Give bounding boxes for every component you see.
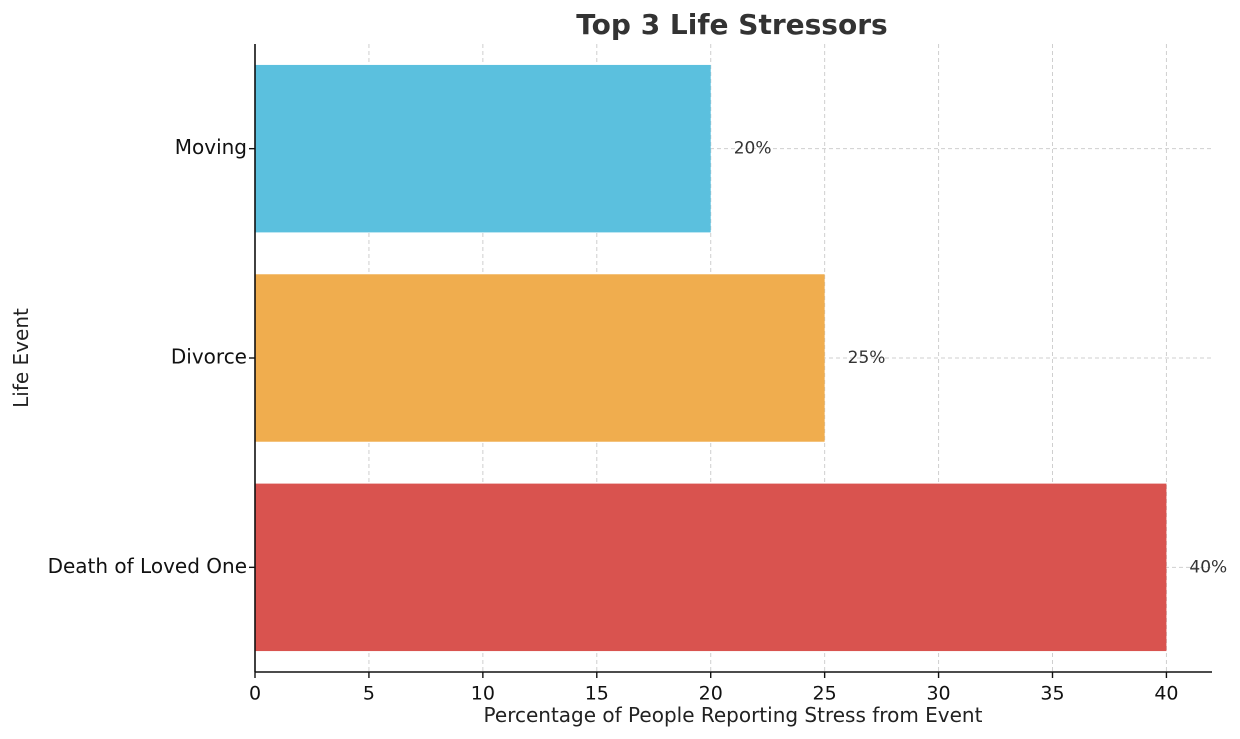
x-tick-label: 20 [699,683,723,705]
data-label: 40% [1189,557,1227,577]
y-tick-label: Divorce [171,345,247,369]
x-tick-label: 40 [1154,683,1178,705]
bar-death-of-loved-one [255,483,1167,652]
x-tick-label: 10 [471,683,495,705]
x-tick-label: 0 [249,683,261,705]
bar-moving [255,64,711,233]
y-tick-label: Death of Loved One [48,554,247,578]
data-label: 20% [734,139,772,159]
x-tick-label: 5 [363,683,375,705]
x-tick-label: 25 [813,683,837,705]
y-tick-label: Moving [175,135,247,159]
x-tick-label: 35 [1040,683,1064,705]
y-ticks: Death of Loved One Divorce Moving [48,135,255,578]
bars [255,64,1167,652]
data-labels: 40% 25% 20% [734,139,1228,578]
x-tick-label: 15 [585,683,609,705]
y-axis-label: Life Event [9,308,33,408]
x-tick-label: 30 [926,683,950,705]
x-axis-label: Percentage of People Reporting Stress fr… [484,703,983,727]
data-label: 25% [848,348,886,368]
x-ticks: 0 5 10 15 20 25 30 35 40 [249,672,1179,705]
bar-divorce [255,274,825,442]
chart-title: Top 3 Life Stressors [576,8,887,41]
